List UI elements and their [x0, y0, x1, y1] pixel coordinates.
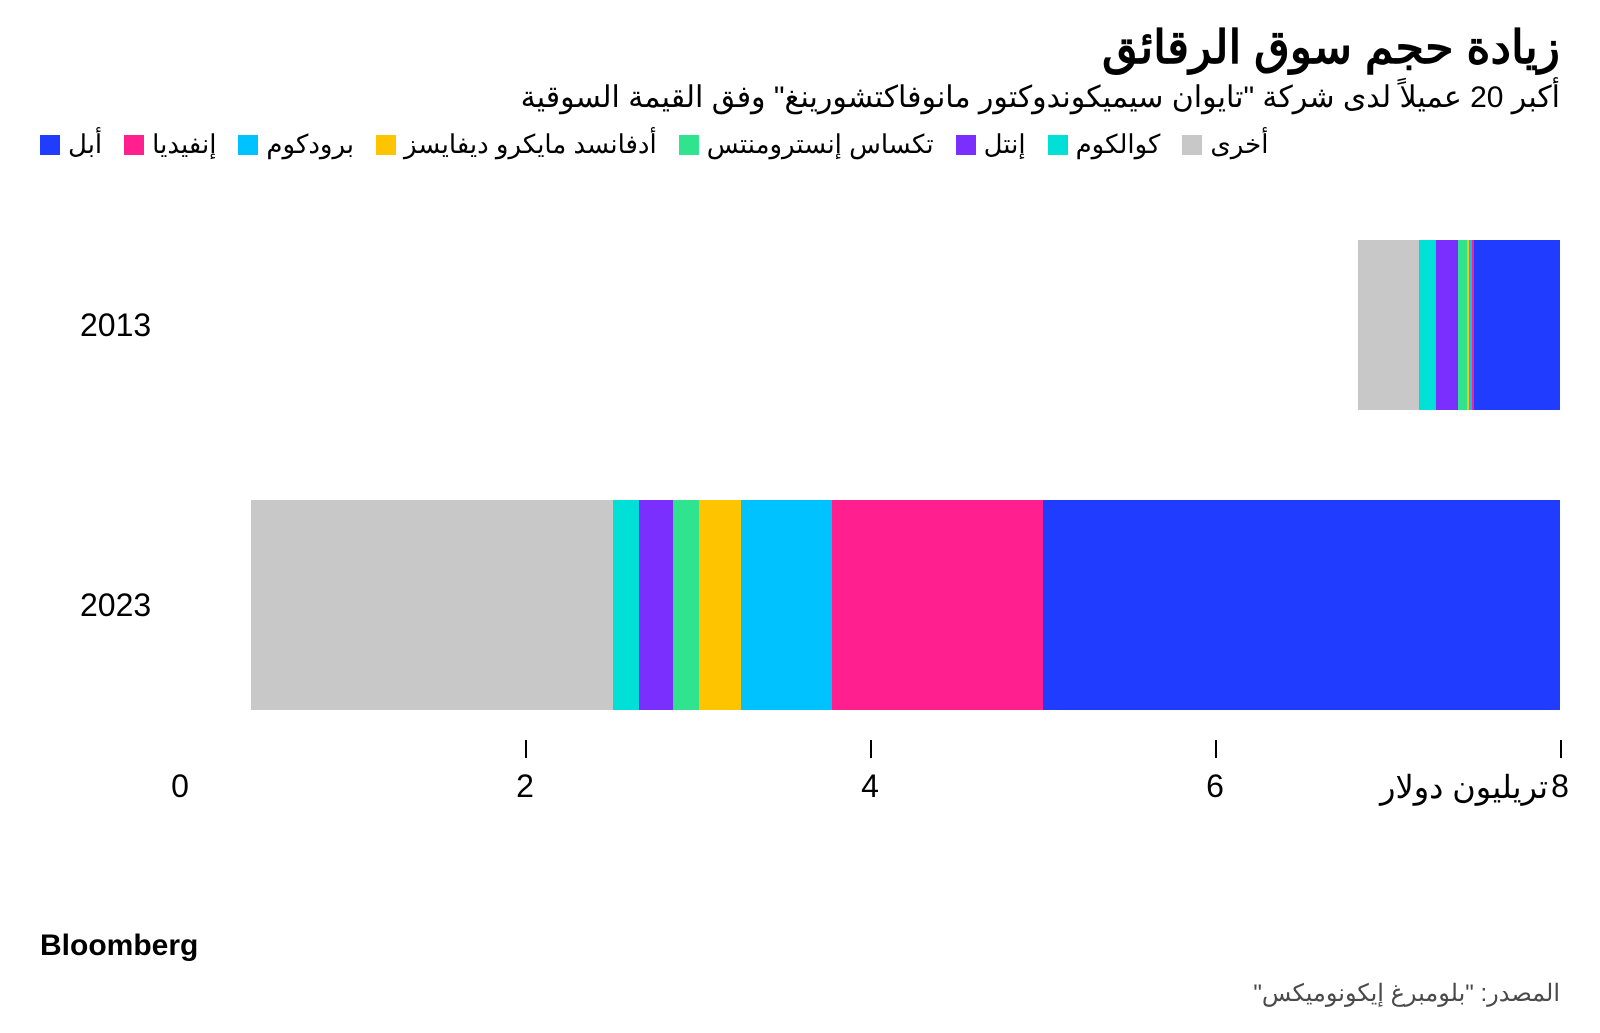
segment-2023-broadcom [741, 500, 832, 710]
legend-item-intel: إنتل [956, 129, 1026, 160]
chart-title: زيادة حجم سوق الرقائق [40, 20, 1560, 74]
legend-item-apple: أبل [40, 129, 102, 160]
chart-subtitle: أكبر 20 عميلاً لدى شركة "تايوان سيميكوند… [40, 80, 1560, 115]
plot-region [180, 240, 1560, 740]
legend-swatch-broadcom [238, 135, 258, 155]
legend-label-qualcomm: كوالكوم [1076, 129, 1161, 160]
y-label-2023: 2023 [80, 587, 170, 624]
x-tick-label-2: 2 [516, 768, 534, 805]
legend-swatch-nvidia [124, 135, 144, 155]
segment-2023-other [251, 500, 613, 710]
segment-2013-amd [1467, 240, 1469, 410]
legend-swatch-apple [40, 135, 60, 155]
brand-label: Bloomberg [40, 929, 198, 963]
legend-label-broadcom: برودكوم [266, 129, 354, 160]
legend-swatch-intel [956, 135, 976, 155]
x-tick-2 [525, 740, 527, 758]
segment-2013-other [1358, 240, 1418, 410]
legend-label-apple: أبل [68, 129, 102, 160]
x-tick-label-8: 8 [1551, 768, 1569, 805]
legend-item-broadcom: برودكوم [238, 129, 354, 160]
x-tick-4 [870, 740, 872, 758]
x-tick-label-4: 4 [861, 768, 879, 805]
segment-2023-intel [639, 500, 674, 710]
bar-row-2013 [180, 240, 1560, 410]
legend-item-nvidia: إنفيديا [124, 129, 216, 160]
segment-2013-apple [1474, 240, 1560, 410]
segment-2023-nvidia [832, 500, 1042, 710]
x-tick-8 [1560, 740, 1562, 758]
legend-label-amd: أدفانسد مايكرو ديفايسز [404, 129, 657, 160]
x-tick-label-0: 0 [171, 768, 189, 805]
legend-item-qualcomm: كوالكوم [1048, 129, 1161, 160]
legend-label-ti: تكساس إنسترومنتس [707, 129, 934, 160]
legend-swatch-qualcomm [1048, 135, 1068, 155]
segment-2023-ti [673, 500, 699, 710]
legend-swatch-amd [376, 135, 396, 155]
chart-area: 02468تريليون دولار 20132023 [80, 240, 1560, 800]
x-axis-unit-label: تريليون دولار [1380, 768, 1548, 806]
x-tick-6 [1215, 740, 1217, 758]
legend: أبل إنفيديا برودكوم أدفانسد مايكرو ديفايسز ت… [40, 129, 1560, 160]
segment-2013-broadcom [1469, 240, 1472, 410]
x-tick-label-6: 6 [1206, 768, 1224, 805]
y-label-2013: 2013 [80, 307, 170, 344]
legend-swatch-ti [679, 135, 699, 155]
source-label: المصدر: "بلومبرغ إيكونوميكس" [1253, 979, 1560, 1008]
x-axis: 02468تريليون دولار [180, 740, 1560, 810]
segment-2023-amd [699, 500, 740, 710]
bar-row-2023 [180, 500, 1560, 710]
segment-2013-ti [1458, 240, 1467, 410]
segment-2013-intel [1436, 240, 1458, 410]
legend-swatch-other [1182, 135, 1202, 155]
segment-2013-nvidia [1472, 240, 1474, 410]
legend-label-intel: إنتل [984, 129, 1026, 160]
segment-2023-apple [1043, 500, 1561, 710]
legend-item-amd: أدفانسد مايكرو ديفايسز [376, 129, 657, 160]
legend-label-other: أخرى [1210, 129, 1268, 160]
segment-2013-qualcomm [1419, 240, 1436, 410]
legend-item-other: أخرى [1182, 129, 1268, 160]
legend-item-ti: تكساس إنسترومنتس [679, 129, 934, 160]
segment-2023-qualcomm [613, 500, 639, 710]
legend-label-nvidia: إنفيديا [152, 129, 216, 160]
